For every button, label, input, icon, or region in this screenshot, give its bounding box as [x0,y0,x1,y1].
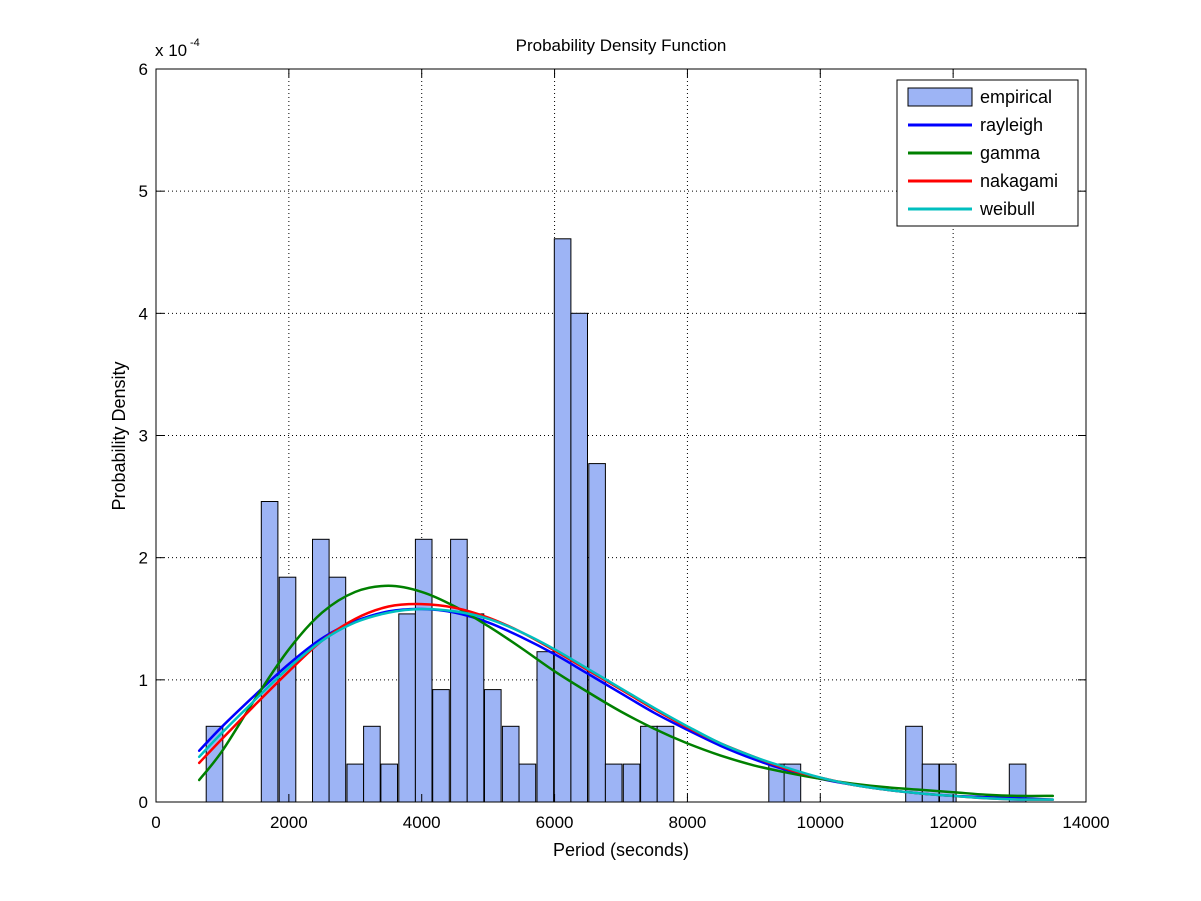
histogram-bar [328,576,347,803]
legend-label-weibull: weibull [979,199,1035,219]
y-tick-label: 4 [139,304,148,323]
legend-label-gamma: gamma [980,143,1041,163]
fit-curves [197,584,1055,801]
histogram-bar [536,651,555,803]
y-axis-ticks: 0 1 2 3 4 5 6 [139,60,1086,812]
y-tick-label: 5 [139,182,148,201]
legend-swatch-empirical [907,87,973,107]
x-axis-label: Period (seconds) [553,840,689,860]
histogram-bar [312,538,330,803]
legend: empirical rayleigh gamma nakagami weibull [896,79,1079,227]
chart-title: Probability Density Function [516,36,727,55]
x-tick-label: 12000 [930,813,977,832]
histogram-bar [363,725,381,803]
x-tick-label: 14000 [1062,813,1109,832]
histogram-bar [501,725,520,803]
y-tick-label: 2 [139,549,148,568]
x-tick-label: 10000 [797,813,844,832]
y-tick-label: 3 [139,427,148,446]
legend-label-empirical: empirical [980,87,1052,107]
histogram-bar [484,689,502,803]
histogram-bar [622,763,641,803]
x-tick-label: 0 [151,813,160,832]
histogram-bar [414,538,433,803]
histogram-bar [380,763,398,803]
histogram-bar [604,763,623,803]
histogram-bar [588,463,606,803]
legend-label-rayleigh: rayleigh [980,115,1043,135]
histogram-bar [346,763,365,803]
grid-lines [156,69,1086,802]
histogram-bar [640,725,658,803]
y-exponent-power: -4 [190,37,200,49]
y-tick-label: 1 [139,671,148,690]
histogram-bar [553,238,572,803]
histogram-bar [518,763,537,803]
x-tick-label: 2000 [270,813,308,832]
histogram-bar [466,613,485,803]
y-axis-label: Probability Density [109,361,129,510]
histogram-bar [921,763,940,803]
histogram-bar [432,689,450,803]
histogram-bar [450,538,468,803]
histogram-bar [398,613,416,803]
y-tick-label: 0 [139,793,148,812]
gamma-curve [197,584,1055,798]
x-axis-ticks: 0 2000 4000 6000 8000 10000 12000 14000 [151,69,1110,832]
histogram-bar [205,725,224,803]
x-tick-label: 4000 [403,813,441,832]
histogram-bar [278,576,297,803]
weibull-curve [197,607,1055,801]
legend-label-nakagami: nakagami [980,171,1058,191]
x-tick-label: 8000 [669,813,707,832]
x-tick-label: 6000 [536,813,574,832]
y-exponent-base: x 10 [155,41,187,60]
y-exponent-label: x 10 -4 [155,37,200,60]
histogram-bar [260,501,279,803]
y-tick-label: 6 [139,60,148,79]
histogram-bar [570,312,589,803]
